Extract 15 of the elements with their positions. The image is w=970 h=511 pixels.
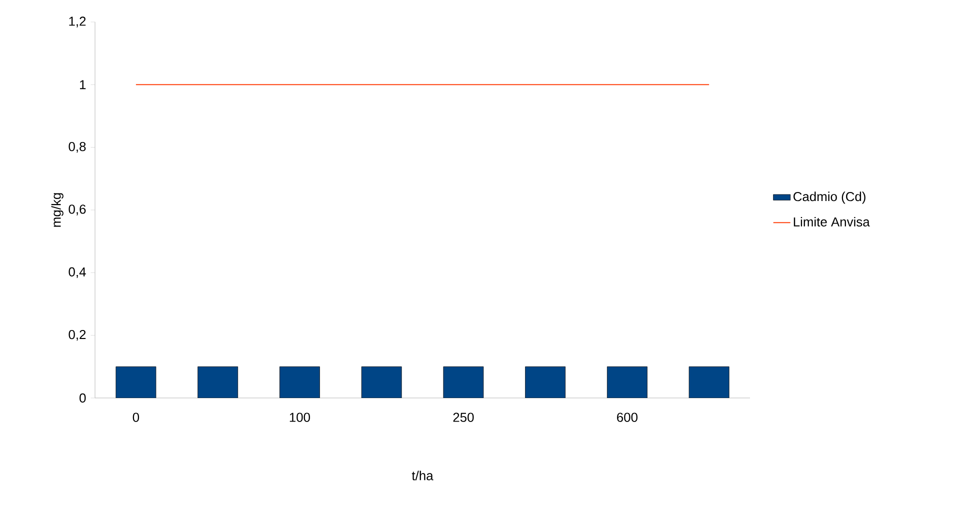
x-axis-title: t/ha	[412, 470, 434, 480]
y-tick-label: 0,4	[68, 267, 86, 278]
y-tick-label: 0,6	[68, 204, 86, 216]
y-tick-label: 0,8	[68, 142, 86, 153]
x-tick-label: 600	[617, 412, 638, 422]
y-tick-label: 1,2	[69, 16, 86, 28]
legend-label: Cadmio (Cd)	[793, 192, 866, 204]
y-tick-label: 0,2	[68, 330, 86, 341]
legend-label: Limite Anvisa	[794, 216, 870, 226]
x-tick-label: 0	[132, 412, 140, 422]
y-axis-title: mg/kg	[51, 193, 64, 227]
x-tick-label: 250	[453, 412, 474, 422]
y-tick-label: 1	[80, 80, 86, 90]
x-tick-label: 100	[290, 412, 310, 422]
y-tick-label: 0	[80, 393, 86, 403]
